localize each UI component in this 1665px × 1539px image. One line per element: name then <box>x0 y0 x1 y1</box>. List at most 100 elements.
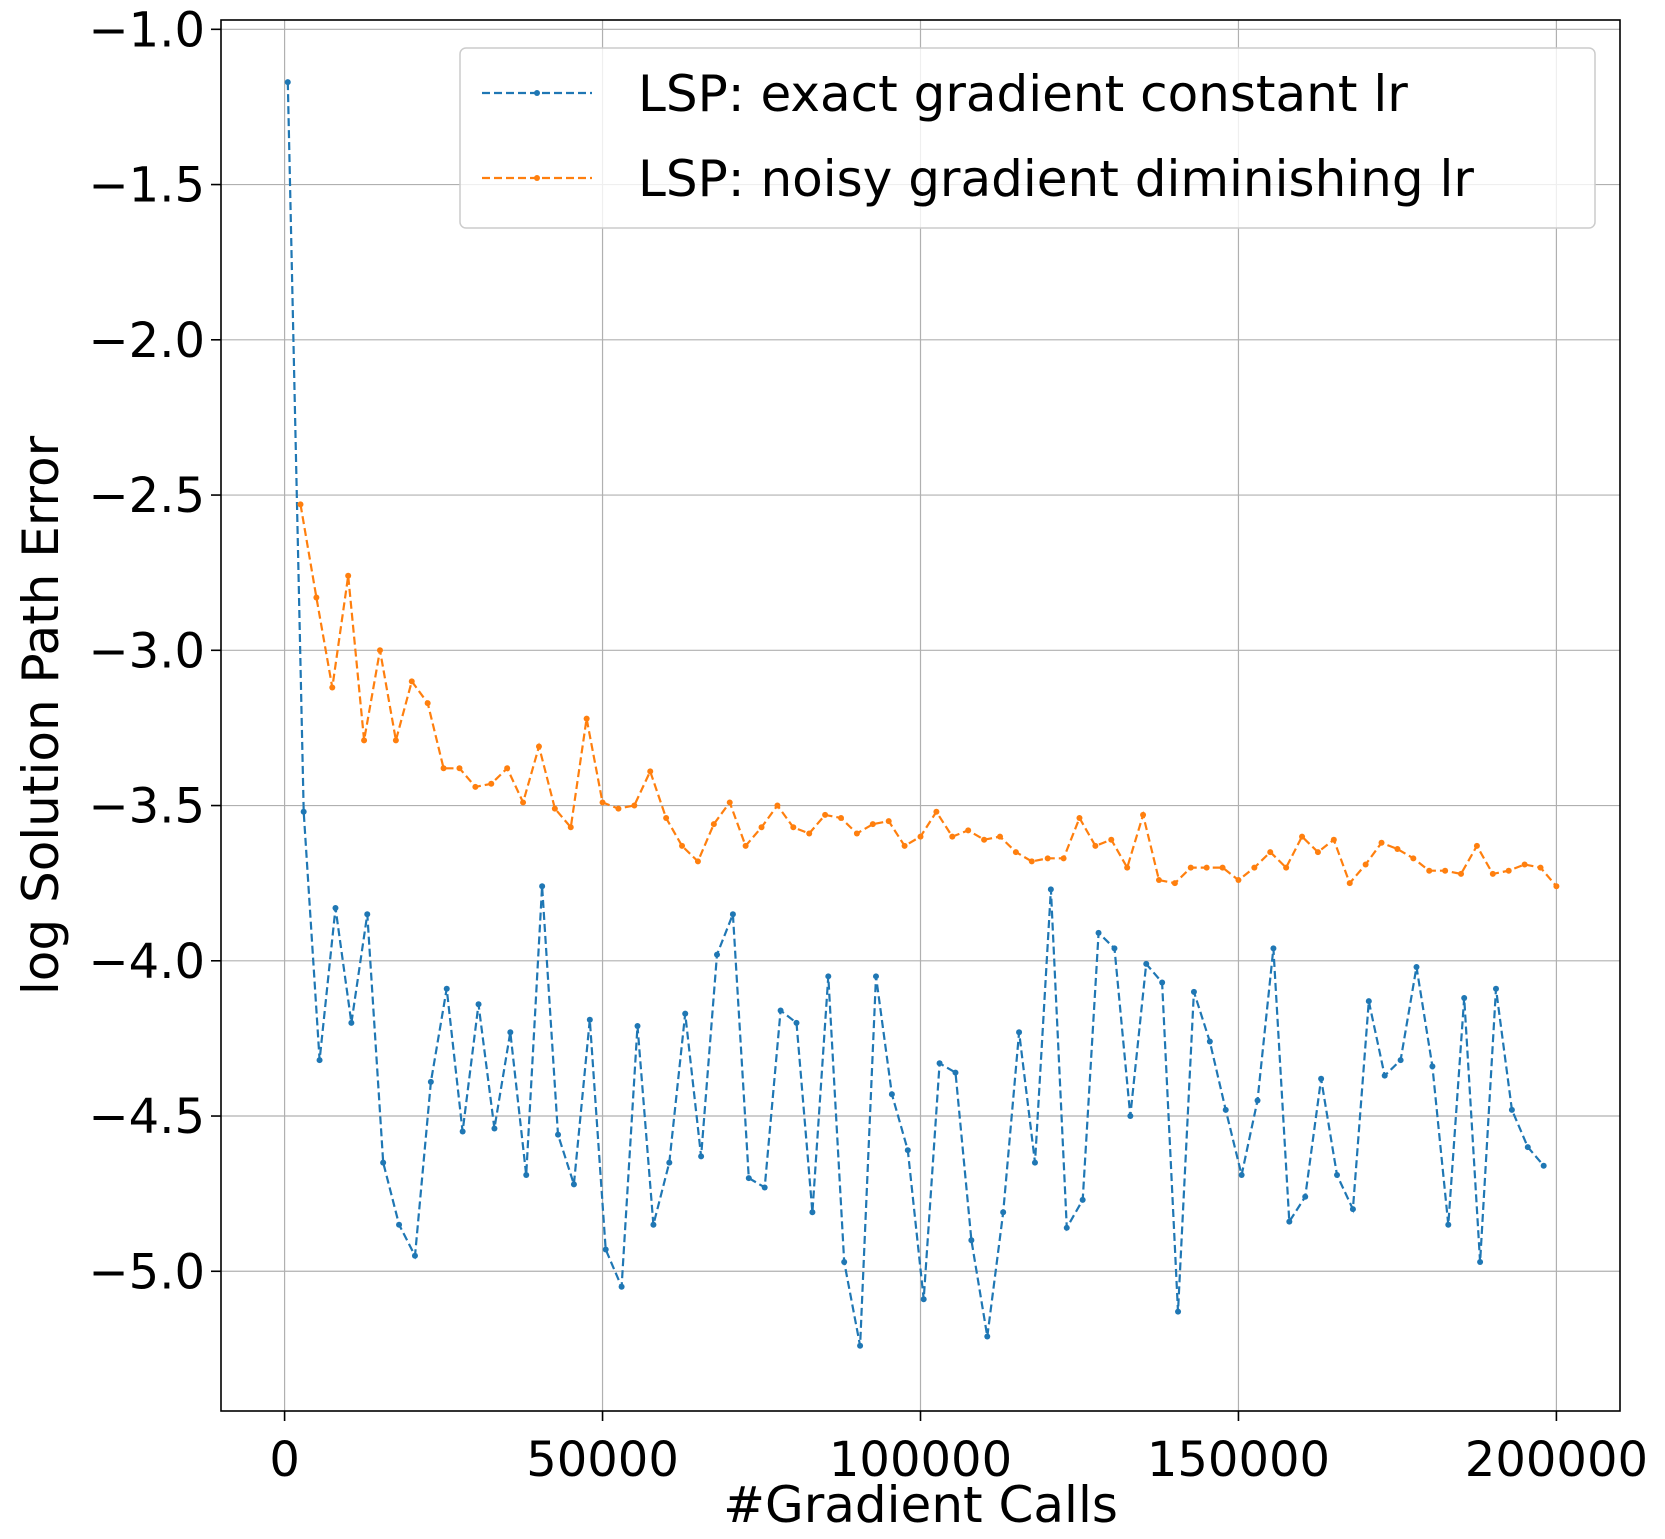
data-point <box>679 842 686 849</box>
data-point <box>663 814 670 821</box>
data-point <box>1445 1221 1452 1228</box>
y-tick-label: −2.0 <box>88 313 205 369</box>
data-point <box>758 824 765 831</box>
data-point <box>996 833 1003 840</box>
data-point <box>872 973 879 980</box>
data-point <box>1155 877 1162 884</box>
data-point <box>1235 877 1242 884</box>
y-tick-label: −5.0 <box>88 1244 205 1300</box>
data-point <box>806 830 813 837</box>
data-point <box>742 842 749 849</box>
data-point <box>726 799 733 806</box>
data-point <box>888 1091 895 1098</box>
data-point <box>472 783 479 790</box>
data-point <box>1505 867 1512 874</box>
data-point <box>968 1237 975 1244</box>
x-tick-label: 100000 <box>829 1432 1012 1488</box>
data-point <box>1477 1258 1484 1265</box>
data-point <box>825 973 832 980</box>
data-point <box>1270 945 1277 952</box>
legend-item-1: LSP: exact gradient constant lr <box>482 65 1408 123</box>
legend-box <box>459 47 1596 229</box>
data-point <box>376 647 383 654</box>
data-point <box>650 1221 657 1228</box>
data-point <box>1000 1209 1007 1216</box>
data-point <box>1031 1159 1038 1166</box>
x-tick-label: 150000 <box>1147 1432 1330 1488</box>
data-point <box>488 780 495 787</box>
data-point <box>1047 886 1054 893</box>
data-point <box>745 1175 752 1182</box>
data-point <box>698 1153 705 1160</box>
y-axis-label: log Solution Path Error <box>12 435 70 995</box>
data-point <box>392 737 399 744</box>
data-point <box>729 911 736 918</box>
data-point <box>570 1181 577 1188</box>
x-axis-label: #Gradient Calls <box>723 1476 1118 1534</box>
y-tick-label: −4.5 <box>88 1089 205 1145</box>
data-point <box>1489 870 1496 877</box>
data-point <box>1299 833 1306 840</box>
data-point <box>1143 960 1150 967</box>
data-point <box>535 743 542 750</box>
data-point <box>857 1342 864 1349</box>
data-point <box>1318 1075 1325 1082</box>
data-point <box>1012 849 1019 856</box>
data-point <box>1254 1097 1261 1104</box>
data-point <box>1060 855 1067 862</box>
data-point <box>1044 855 1051 862</box>
data-point <box>1397 1057 1404 1064</box>
data-point <box>443 985 450 992</box>
x-tick-label: 50000 <box>526 1432 679 1488</box>
data-point <box>1442 867 1449 874</box>
y-tick-label: −2.5 <box>88 468 205 524</box>
data-point <box>602 1246 609 1253</box>
data-point <box>459 1128 466 1135</box>
data-point <box>1251 864 1258 871</box>
data-point <box>1206 1038 1213 1045</box>
data-point <box>1028 858 1035 865</box>
data-point <box>647 768 654 775</box>
data-point <box>618 1283 625 1290</box>
data-point <box>1537 864 1544 871</box>
data-point <box>424 700 431 707</box>
data-point <box>777 1007 784 1014</box>
legend: LSP: exact gradient constant lr LSP: nois… <box>459 47 1596 229</box>
y-tick-label: −1.0 <box>88 2 205 58</box>
data-point <box>539 883 546 890</box>
data-point <box>885 818 892 825</box>
legend-label: LSP: noisy gradient diminishing lr <box>638 150 1474 208</box>
legend-items: LSP: exact gradient constant lr LSP: nois… <box>482 65 1474 208</box>
data-point <box>714 951 721 958</box>
data-point <box>841 1258 848 1265</box>
data-point <box>1314 849 1321 856</box>
data-point <box>411 1252 418 1259</box>
y-tick-label: −3.5 <box>88 779 205 835</box>
data-point <box>364 911 371 918</box>
legend-item-2: LSP: noisy gradient diminishing lr <box>482 150 1474 208</box>
data-point <box>1473 842 1480 849</box>
data-point <box>329 684 336 691</box>
data-point <box>1492 985 1499 992</box>
data-point <box>1063 1224 1070 1231</box>
data-point <box>761 1184 768 1191</box>
data-point <box>666 1159 673 1166</box>
data-point <box>949 833 956 840</box>
data-point <box>348 1019 355 1026</box>
series-line <box>286 82 1545 1347</box>
data-point <box>1458 870 1465 877</box>
data-point <box>1334 1172 1341 1179</box>
data-point <box>1092 842 1099 849</box>
data-point <box>1381 1072 1388 1079</box>
data-point <box>1426 867 1433 874</box>
data-point <box>634 1022 641 1029</box>
y-tick-label: −4.0 <box>88 934 205 990</box>
data-point <box>1111 945 1118 952</box>
data-point <box>361 737 368 744</box>
data-point <box>682 1010 689 1017</box>
data-point <box>1524 1144 1531 1151</box>
data-point <box>504 765 511 772</box>
data-point <box>567 824 574 831</box>
data-point <box>790 824 797 831</box>
